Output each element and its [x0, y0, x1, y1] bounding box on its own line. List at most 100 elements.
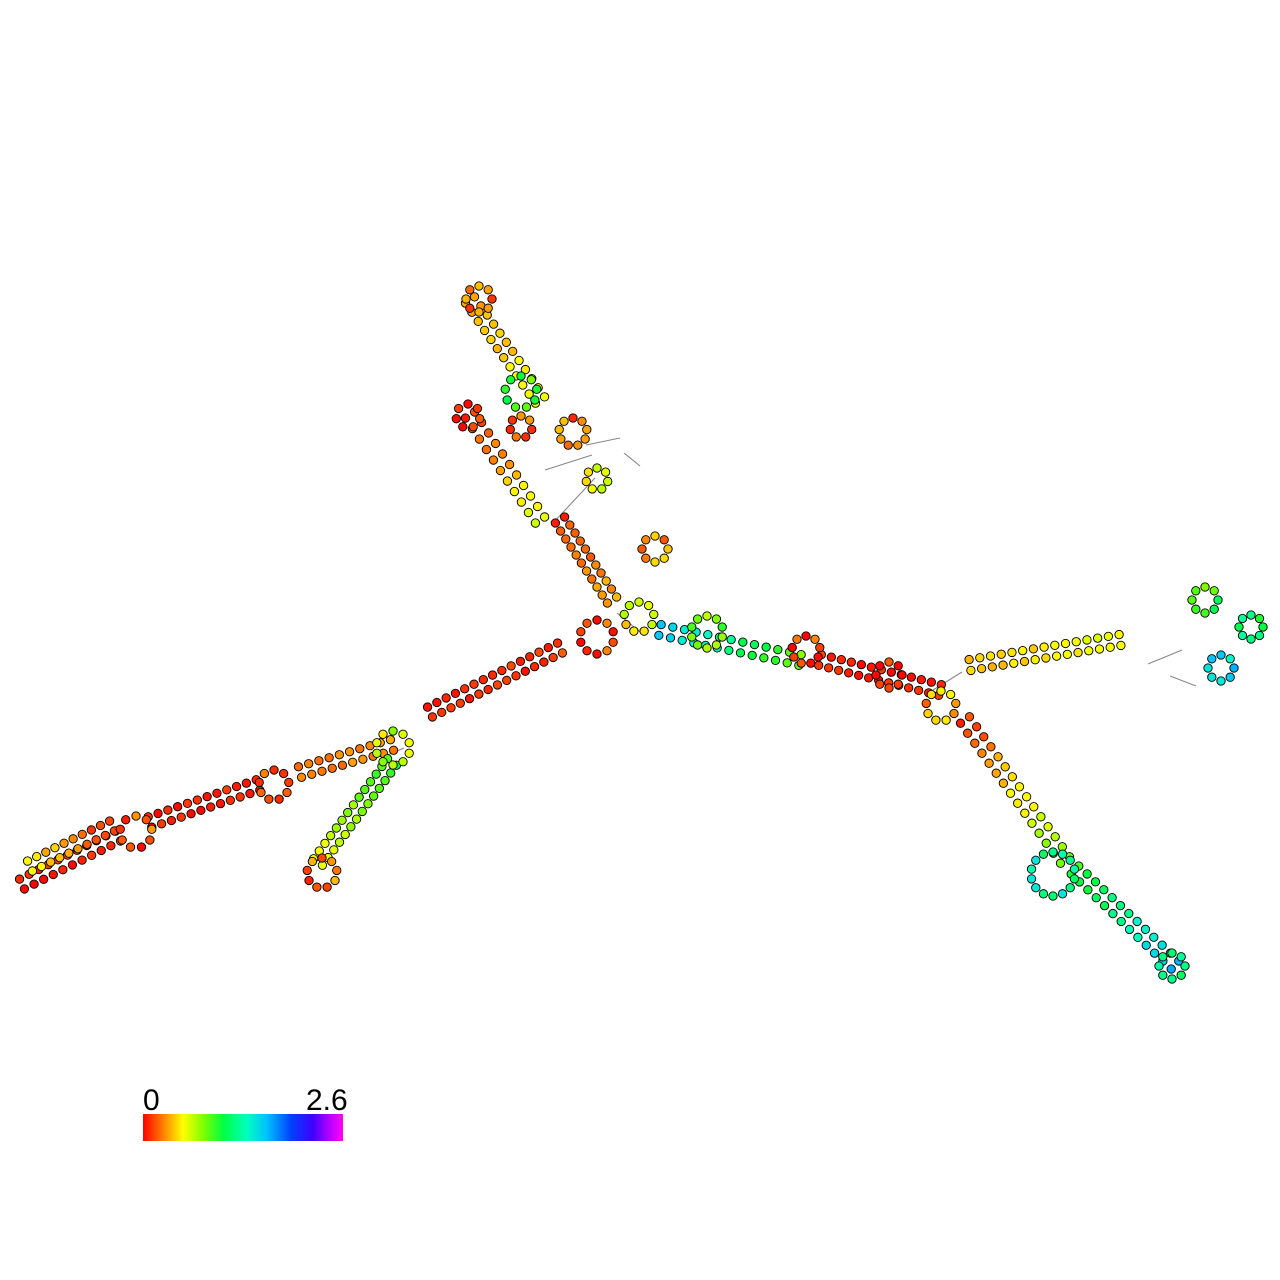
nucleotide-node — [945, 689, 956, 700]
nucleotide-node — [826, 652, 836, 662]
nucleotide-node — [582, 424, 592, 435]
nucleotide-node — [979, 732, 989, 742]
nucleotide-node — [1116, 640, 1126, 651]
nucleotide-node — [834, 665, 844, 675]
nucleotide-node — [639, 626, 649, 636]
nucleotide-node — [836, 655, 846, 665]
nucleotide-node — [460, 413, 471, 423]
nucleotide-node — [601, 576, 611, 586]
nucleotide-node — [663, 544, 673, 554]
nucleotide-node — [334, 837, 345, 847]
nucleotide-node — [1176, 952, 1186, 962]
nucleotide-node — [36, 861, 47, 872]
nucleotide-node — [770, 655, 781, 666]
nucleotide-node — [702, 611, 712, 621]
nucleotide-node — [575, 536, 585, 546]
nucleotide-node — [463, 399, 473, 409]
nucleotide-node — [856, 660, 866, 670]
nucleotide-node — [509, 486, 520, 497]
nucleotide-node — [1007, 772, 1017, 782]
nucleotide-node — [508, 346, 518, 357]
nucleotide-node — [582, 618, 592, 628]
nucleotide-node — [923, 708, 933, 719]
nucleotide-node — [773, 644, 783, 655]
nucleotide-node — [1115, 900, 1126, 911]
nucleotide-node — [516, 497, 527, 507]
nucleotide-node — [1060, 638, 1071, 649]
nucleotide-node — [1082, 869, 1092, 879]
nucleotide-node — [1149, 948, 1160, 958]
backbone-connector — [544, 454, 593, 471]
nucleotide-node — [824, 663, 834, 673]
nucleotide-node — [520, 666, 530, 676]
nucleotide-node — [14, 874, 25, 884]
nucleotide-node — [583, 467, 594, 477]
nucleotide-node — [806, 658, 816, 668]
nucleotide-node — [1026, 874, 1037, 884]
nucleotide-node — [1213, 595, 1223, 605]
nucleotide-node — [337, 815, 347, 825]
nucleotide-node — [521, 432, 531, 442]
nucleotide-node — [761, 642, 771, 652]
nucleotide-node — [1187, 595, 1197, 605]
nucleotide-node — [106, 841, 116, 851]
nucleotide-node — [378, 729, 388, 739]
nucleotide-node — [606, 584, 617, 594]
nucleotide-node — [556, 434, 566, 444]
nucleotide-node — [465, 285, 475, 295]
nucleotide-node — [192, 795, 202, 805]
nucleotide-node — [45, 857, 56, 867]
nucleotide-node — [492, 343, 502, 354]
nucleotide-node — [77, 855, 87, 865]
nucleotide-node — [282, 787, 292, 798]
nucleotide-node — [317, 853, 327, 863]
nucleotide-node — [357, 806, 367, 817]
nucleotide-node — [801, 631, 811, 641]
nucleotide-node — [1180, 961, 1190, 971]
nucleotide-node — [530, 395, 540, 405]
nucleotide-node — [846, 657, 856, 667]
nucleotide-node — [121, 815, 131, 825]
nucleotide-node — [677, 635, 687, 646]
nucleotide-node — [77, 829, 87, 840]
nucleotide-node — [147, 824, 157, 834]
nucleotide-node — [351, 814, 362, 824]
nucleotide-node — [499, 353, 509, 363]
nucleotide-node — [327, 763, 337, 773]
nucleotide-node — [481, 444, 492, 455]
nucleotide-node — [483, 303, 493, 313]
nucleotide-node — [115, 824, 125, 834]
nucleotide-node — [597, 590, 607, 600]
nucleotide-node — [156, 819, 167, 829]
nucleotide-node — [576, 627, 586, 637]
nucleotide-node — [82, 839, 92, 849]
nucleotide-node — [985, 651, 996, 661]
nucleotide-node — [557, 648, 568, 658]
nucleotide-node — [1099, 901, 1110, 911]
nucleotide-node — [206, 802, 216, 812]
nucleotide-node — [95, 820, 106, 831]
nucleotide-node — [1019, 656, 1030, 667]
nucleotide-node — [634, 597, 644, 607]
nucleotide-node — [975, 653, 985, 663]
nucleotide-node — [530, 518, 541, 528]
nucleotide-node — [518, 380, 528, 390]
nucleotide-node — [619, 609, 629, 620]
nucleotide-node — [304, 875, 314, 886]
nucleotide-node — [386, 768, 396, 778]
nucleotide-node — [348, 800, 359, 810]
nucleotide-node — [571, 550, 581, 560]
nucleotide-node — [525, 491, 536, 501]
nucleotide-node — [360, 784, 370, 795]
nucleotide-node — [104, 816, 115, 826]
nucleotide-node — [871, 670, 881, 680]
nucleotide-node — [354, 792, 364, 802]
nucleotide-node — [404, 738, 414, 748]
nucleotide-node — [254, 777, 264, 788]
nucleotide-node — [792, 634, 802, 644]
nucleotide-node — [906, 672, 916, 682]
nucleotide-node — [717, 622, 727, 632]
nucleotide-node — [656, 619, 666, 630]
nucleotide-node — [1207, 654, 1217, 664]
nucleotide-node — [1132, 916, 1142, 927]
